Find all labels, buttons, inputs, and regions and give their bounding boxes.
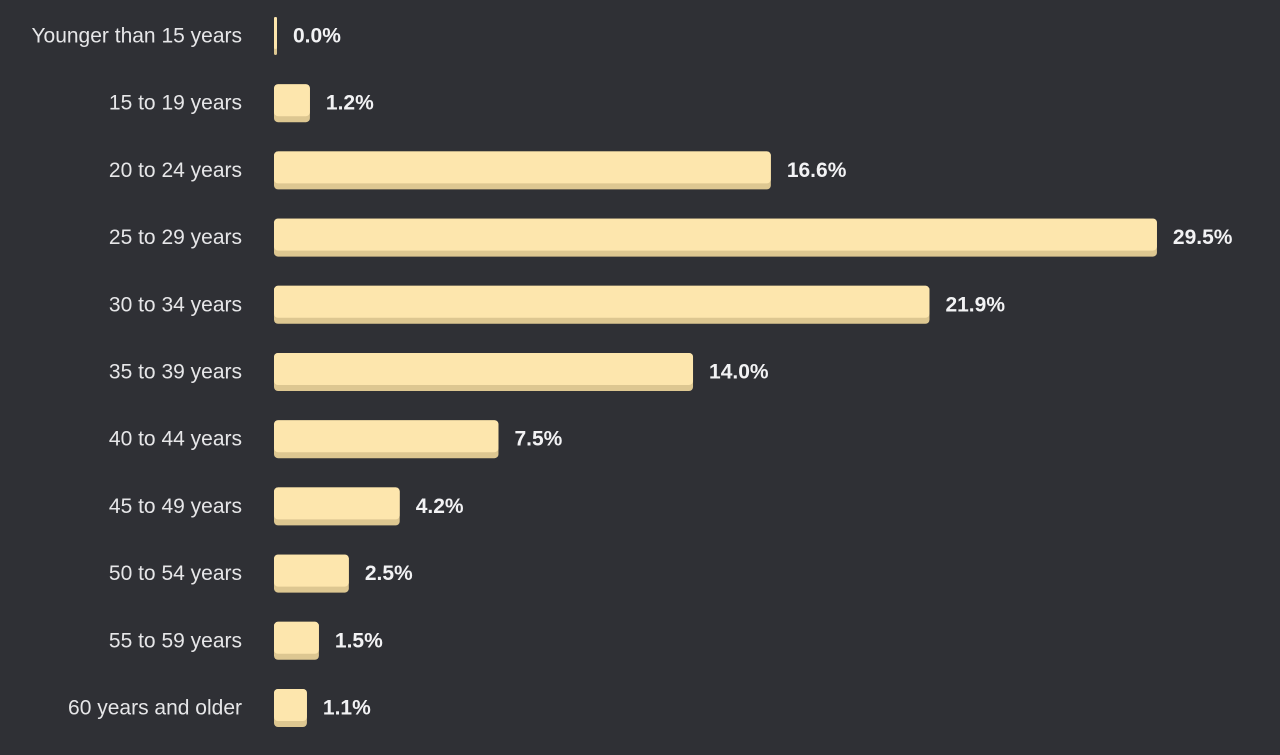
bar-row: 20 to 24 years 16.6% bbox=[109, 151, 847, 190]
bar bbox=[274, 17, 277, 49]
value-label: 16.6% bbox=[787, 159, 847, 182]
bar bbox=[274, 353, 694, 385]
category-label: 35 to 39 years bbox=[109, 361, 242, 384]
value-label: 14.0% bbox=[709, 361, 769, 384]
bar-row: 60 years and older 1.1% bbox=[68, 689, 371, 727]
bar-row: 30 to 34 years 21.9% bbox=[109, 285, 1005, 324]
bar bbox=[274, 285, 930, 318]
bar-row: 35 to 39 years 14.0% bbox=[109, 353, 769, 391]
category-label: 55 to 59 years bbox=[109, 629, 242, 652]
bar bbox=[274, 689, 307, 721]
bar-row: 55 to 59 years 1.5% bbox=[109, 621, 383, 660]
bar bbox=[274, 487, 400, 520]
bar-row: 25 to 29 years 29.5% bbox=[109, 218, 1233, 257]
bar bbox=[274, 151, 771, 184]
category-label: 20 to 24 years bbox=[109, 159, 242, 182]
bar bbox=[274, 218, 1157, 251]
category-label: 60 years and older bbox=[68, 697, 242, 720]
value-label: 1.1% bbox=[323, 697, 371, 720]
bar-row: 45 to 49 years 4.2% bbox=[109, 487, 464, 526]
bar-row: 15 to 19 years 1.2% bbox=[109, 84, 374, 123]
value-label: 2.5% bbox=[365, 562, 413, 585]
category-label: 25 to 29 years bbox=[109, 226, 242, 249]
value-label: 29.5% bbox=[1173, 226, 1233, 249]
value-label: 4.2% bbox=[416, 495, 464, 518]
bar bbox=[274, 554, 349, 587]
category-label: 45 to 49 years bbox=[109, 495, 242, 518]
category-label: 40 to 44 years bbox=[109, 428, 242, 451]
category-label: 15 to 19 years bbox=[109, 92, 242, 115]
bar bbox=[274, 621, 319, 654]
category-label: Younger than 15 years bbox=[31, 25, 242, 48]
bar bbox=[274, 84, 310, 117]
value-label: 7.5% bbox=[514, 428, 562, 451]
bar bbox=[274, 420, 499, 453]
bar-row: Younger than 15 years 0.0% bbox=[31, 17, 341, 55]
bar-row: 50 to 54 years 2.5% bbox=[109, 554, 413, 593]
category-label: 50 to 54 years bbox=[109, 562, 242, 585]
value-label: 0.0% bbox=[293, 25, 341, 48]
category-label: 30 to 34 years bbox=[109, 293, 242, 316]
value-label: 1.5% bbox=[335, 629, 383, 652]
value-label: 21.9% bbox=[945, 293, 1005, 316]
bar-row: 40 to 44 years 7.5% bbox=[109, 420, 563, 459]
value-label: 1.2% bbox=[326, 92, 374, 115]
